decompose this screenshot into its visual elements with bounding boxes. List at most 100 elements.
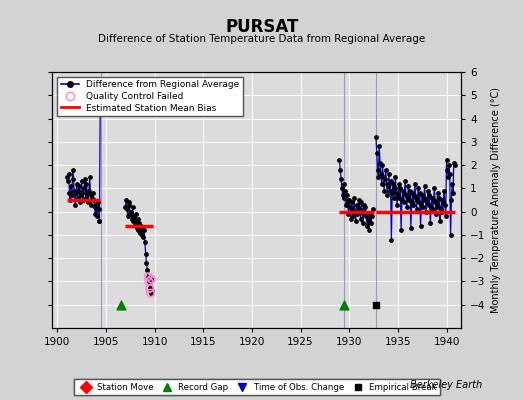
- Point: [398, 197, 406, 203]
- Point: [433, 190, 442, 196]
- Point: [76, 199, 84, 206]
- Point: [91, 211, 100, 217]
- Point: [337, 176, 345, 182]
- Point: [94, 206, 103, 212]
- Point: [137, 232, 146, 238]
- Point: [400, 190, 409, 196]
- Point: [445, 162, 453, 168]
- Point: [95, 218, 104, 224]
- Point: [339, 192, 347, 198]
- Point: [378, 162, 387, 168]
- Point: [144, 274, 152, 280]
- Text: PURSAT: PURSAT: [225, 18, 299, 36]
- Point: [377, 180, 386, 187]
- Point: [69, 166, 77, 173]
- Point: [141, 250, 150, 257]
- Point: [420, 183, 429, 189]
- Point: [406, 188, 414, 194]
- Point: [134, 227, 143, 234]
- Point: [362, 213, 370, 220]
- Point: [420, 194, 428, 201]
- Point: [143, 267, 151, 273]
- Point: [423, 199, 431, 206]
- Point: [365, 227, 373, 234]
- Point: [410, 192, 418, 198]
- Point: [374, 174, 383, 180]
- Point: [386, 188, 394, 194]
- Point: [399, 199, 408, 206]
- Point: [435, 194, 443, 201]
- Point: [450, 160, 458, 166]
- Point: [366, 211, 375, 217]
- Point: [85, 188, 93, 194]
- Point: [414, 185, 422, 192]
- Point: [133, 225, 141, 231]
- Y-axis label: Monthly Temperature Anomaly Difference (°C): Monthly Temperature Anomaly Difference (…: [491, 87, 501, 313]
- Point: [336, 166, 344, 173]
- Point: [395, 180, 403, 187]
- Point: [128, 204, 137, 210]
- Point: [77, 192, 85, 198]
- Point: [448, 180, 456, 187]
- Point: [442, 157, 451, 164]
- Point: [411, 194, 420, 201]
- Point: [374, 166, 382, 173]
- Point: [430, 185, 439, 192]
- Point: [441, 202, 449, 208]
- Point: [124, 199, 133, 206]
- Point: [136, 229, 144, 236]
- Point: [411, 180, 419, 187]
- Point: [340, 180, 348, 187]
- Point: [90, 197, 98, 203]
- Point: [386, 178, 395, 184]
- Point: [445, 171, 454, 178]
- Point: [72, 180, 81, 187]
- Point: [66, 190, 74, 196]
- Point: [373, 150, 381, 157]
- Point: [90, 204, 99, 210]
- Point: [390, 185, 399, 192]
- Point: [383, 180, 391, 187]
- Point: [438, 208, 446, 215]
- Point: [63, 178, 72, 184]
- Point: [343, 192, 351, 198]
- Point: [421, 197, 430, 203]
- Point: [84, 199, 92, 206]
- Point: [394, 192, 402, 198]
- Point: [375, 143, 384, 150]
- Point: [144, 274, 152, 280]
- Point: [146, 285, 154, 292]
- Point: [140, 227, 148, 234]
- Point: [70, 188, 79, 194]
- Point: [405, 197, 413, 203]
- Point: [346, 204, 354, 210]
- Point: [140, 239, 149, 245]
- Point: [146, 285, 154, 292]
- Point: [139, 234, 147, 240]
- Point: [439, 199, 447, 206]
- Point: [345, 197, 353, 203]
- Point: [429, 197, 438, 203]
- Point: [376, 160, 384, 166]
- Point: [397, 227, 405, 234]
- Point: [402, 204, 411, 210]
- Point: [131, 220, 139, 226]
- Point: [356, 216, 365, 222]
- Point: [391, 174, 400, 180]
- Point: [122, 197, 130, 203]
- Point: [372, 134, 380, 140]
- Point: [444, 174, 452, 180]
- Point: [429, 206, 437, 212]
- Point: [424, 202, 433, 208]
- Point: [351, 208, 359, 215]
- Point: [442, 213, 450, 220]
- Point: [68, 192, 76, 198]
- Point: [408, 199, 416, 206]
- Text: Difference of Station Temperature Data from Regional Average: Difference of Station Temperature Data f…: [99, 34, 425, 44]
- Point: [436, 206, 445, 212]
- Point: [352, 202, 361, 208]
- Point: [433, 202, 441, 208]
- Point: [359, 202, 368, 208]
- Point: [96, 92, 104, 98]
- Point: [340, 194, 348, 201]
